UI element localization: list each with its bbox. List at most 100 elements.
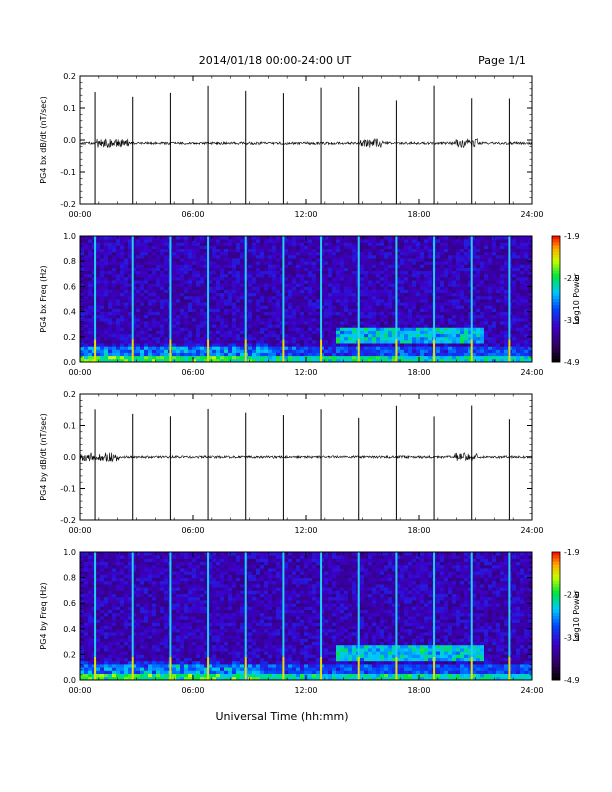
spike-line-3 [169,236,172,340]
spike-line-base-2 [131,339,134,362]
x-tick-label: 24:00 [520,368,543,377]
spike-line-base-10 [433,339,436,362]
spike-line-base-1 [94,339,97,362]
y-tick-label: 0.0 [63,136,76,145]
colorbar-tick-label: -2.9 [564,274,580,283]
spike-line-7 [320,236,323,340]
colorbar-tick-label: -3.9 [564,633,580,642]
spike-line-base-6 [282,339,285,362]
y-tick-label: -0.1 [60,485,76,494]
spectrogram-cells [80,552,533,681]
spike-line-12 [508,236,511,340]
x-tick-label: 18:00 [407,368,430,377]
spike-line-4 [207,552,210,657]
colorbar-tick-label: -4.9 [564,676,580,685]
spike-line-11 [470,236,473,340]
spike-line-6 [282,236,285,340]
spike-line-12 [508,552,511,657]
panel-3: 0.2 0.1 0.0 -0.1 -0.200:00 06:00 12:00 18:00 24:… [39,390,544,535]
spike-line-6 [282,552,285,657]
colorbar-tick-label: -1.9 [564,548,580,557]
y-tick-label: 0.1 [63,422,76,431]
panels-group: 0.20.10.0-0.1-0.200:00 06:00 12:00 18:00 24:… [39,72,581,695]
spike-line-5 [244,236,247,340]
colorbar-tick-label: -3.9 [564,316,580,325]
y-tick-label: 0.2 [63,333,76,342]
y-axis-label: PG4 bx Freq (Hz) [39,265,48,332]
colorbar-tick-label: -2.9 [564,591,580,600]
panel-2: -1.9 -2.9 -3.9 -4.9 Log10 Power 1.0 0.8 0.6 0.4 0… [39,232,581,377]
x-tick-label: 00:00 [68,686,91,695]
spike-line-9 [395,236,398,340]
spike-line-8 [357,236,360,340]
spike-line-base-8 [357,656,360,680]
spike-line-5 [244,552,247,657]
y-tick-label: 0.0 [63,676,76,685]
colorbar-label: Log10 Power [572,590,581,642]
spike-line-base-3 [169,339,172,362]
y-tick-label: 0.4 [63,308,76,317]
spike-line-base-8 [357,339,360,362]
y-tick-label: 0.6 [63,599,76,608]
spike-line-base-12 [508,339,511,362]
y-tick-label: 0.8 [63,257,76,266]
y-tick-label: 0.2 [63,390,76,399]
spike-line-8 [357,552,360,657]
spike-line-base-5 [244,656,247,680]
spike-line-2 [131,552,134,657]
spike-line-base-11 [470,339,473,362]
x-tick-label: 18:00 [407,686,430,695]
x-tick-label: 00:00 [68,210,91,219]
plot-frame [79,75,533,205]
y-tick-label: 1.0 [63,548,76,557]
y-tick-label: -0.2 [60,516,76,525]
figure-title: 2014/01/18 00:00-24:00 UT [199,54,352,67]
y-tick-label: -0.1 [60,168,76,177]
x-tick-label: 06:00 [181,368,204,377]
x-tick-label: 24:00 [520,210,543,219]
x-tick-label: 12:00 [294,686,317,695]
x-tick-label: 06:00 [181,526,204,535]
page-indicator: Page 1/1 [478,54,526,67]
colorbar: -1.9 -2.9 -3.9 -4.9 Log10 Power [551,548,581,685]
spike-line-10 [433,236,436,340]
y-tick-label: -0.2 [60,200,76,209]
y-tick-label: 0.0 [63,358,76,367]
spike-line-base-9 [395,656,398,680]
x-tick-label: 18:00 [407,210,430,219]
spike-line-base-4 [207,656,210,680]
spike-line-11 [470,552,473,657]
panel-4: -1.9 -2.9 -3.9 -4.9 Log10 Power 1.0 0.8 0.6 0.4 0… [39,548,581,695]
y-tick-label: 0.4 [63,625,76,634]
spike-line-2 [131,236,134,340]
x-tick-label: 12:00 [294,526,317,535]
spike-line-base-6 [282,656,285,680]
x-tick-label: 18:00 [407,526,430,535]
x-axis-title: Universal Time (hh:mm) [216,710,349,723]
y-tick-label: 0.8 [63,574,76,583]
colorbar: -1.9 -2.9 -3.9 -4.9 Log10 Power [551,232,581,367]
spike-line-base-3 [169,656,172,680]
spike-line-base-10 [433,656,436,680]
spike-line-base-9 [395,339,398,362]
spike-line-3 [169,552,172,657]
x-tick-label: 24:00 [520,526,543,535]
y-axis-label: PG4 bx dB/dt (nT/sec) [39,96,48,183]
x-tick-label: 12:00 [294,368,317,377]
spectrogram-cells [80,236,533,363]
x-tick-label: 00:00 [68,368,91,377]
x-tick-label: 12:00 [294,210,317,219]
spike-line-base-11 [470,656,473,680]
spike-line-base-4 [207,339,210,362]
x-tick-label: 06:00 [181,686,204,695]
y-tick-label: 1.0 [63,232,76,241]
spike-line-1 [94,236,97,340]
time-series-line [79,137,533,149]
y-tick-label: 0.1 [63,104,76,113]
x-tick-label: 00:00 [68,526,91,535]
spike-line-base-7 [320,656,323,680]
y-tick-label: 0.6 [63,282,76,291]
y-axis-label: PG4 by Freq (Hz) [39,582,48,649]
spike-line-9 [395,552,398,657]
spike-line-base-7 [320,339,323,362]
